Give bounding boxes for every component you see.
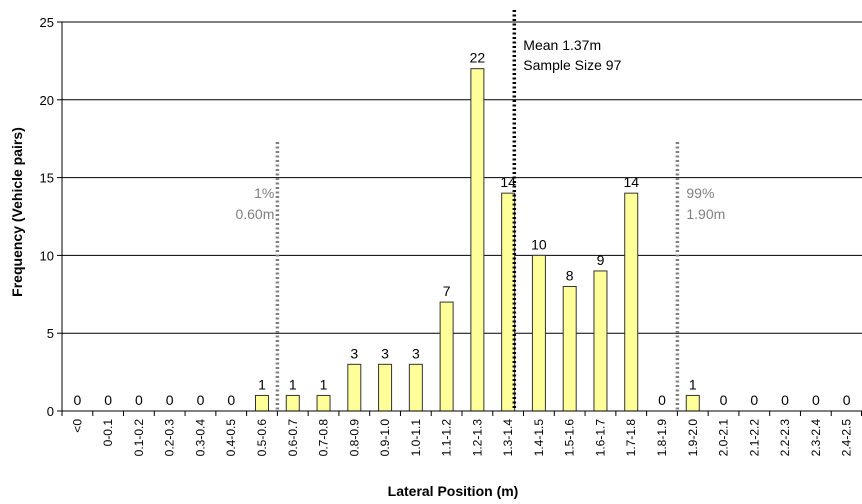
x-tick-label: 0.3-0.4 [193, 419, 207, 457]
x-tick-label: 1.1-1.2 [440, 419, 454, 457]
x-tick-label: 1.2-1.3 [470, 419, 484, 457]
x-tick-label: 2.2-2.3 [778, 419, 792, 457]
data-label: 0 [781, 392, 789, 408]
y-tick-label: 0 [47, 404, 54, 419]
x-tick-label: 0-0.1 [101, 419, 115, 447]
p99-annotation: 99% [686, 185, 714, 201]
x-tick-label: 1.7-1.8 [624, 419, 638, 457]
data-label: 0 [73, 392, 81, 408]
p1-annotation: 0.60m [235, 206, 274, 222]
x-tick-label: 1.6-1.7 [593, 419, 607, 457]
reference-lines: Mean 1.37m Sample Size 97 1% 0.60m 99% 1.90m [235, 10, 725, 411]
bar [408, 363, 423, 412]
data-label: 14 [500, 174, 516, 190]
data-label: 8 [566, 268, 574, 284]
y-tick-label: 20 [40, 93, 54, 108]
data-label: 0 [658, 392, 666, 408]
data-label: 3 [412, 345, 420, 361]
data-label: 0 [843, 392, 851, 408]
y-tick-labels: 0 5 10 15 20 25 [40, 15, 54, 419]
data-label: 7 [443, 283, 451, 299]
bar [439, 301, 454, 412]
mean-annotation: Mean 1.37m [523, 37, 601, 53]
data-label: 0 [720, 392, 728, 408]
data-label: 0 [750, 392, 758, 408]
data-label: 14 [623, 174, 639, 190]
data-label: 0 [197, 392, 205, 408]
x-tick-label: 1.4-1.5 [532, 419, 546, 457]
y-tick-label: 15 [40, 171, 54, 186]
x-tick-label: 1.8-1.9 [655, 419, 669, 457]
x-tick-label: 2.0-2.1 [717, 419, 731, 457]
gridlines [62, 21, 862, 334]
bar [470, 68, 485, 412]
x-tick-labels: <0 0-0.1 0.1-0.2 0.2-0.3 0.3-0.4 0.4-0.5 0.5-0… [70, 419, 853, 457]
bar [531, 254, 546, 412]
x-tick-label: 1.0-1.1 [409, 419, 423, 457]
p99-annotation: 1.90m [686, 206, 725, 222]
x-tick-label: <0 [70, 419, 84, 433]
data-label: 9 [597, 252, 605, 268]
x-tick-label: 0.5-0.6 [255, 419, 269, 457]
bar [593, 270, 608, 412]
x-tick-label: 0.2-0.3 [163, 419, 177, 457]
bar [316, 394, 331, 412]
bar [285, 394, 300, 412]
data-label: 22 [470, 50, 486, 66]
y-tick-label: 25 [40, 15, 54, 30]
x-axis-title: Lateral Position (m) [388, 483, 519, 499]
p1-annotation: 1% [254, 185, 274, 201]
data-label: 0 [227, 392, 235, 408]
data-label: 1 [289, 376, 297, 392]
bar [685, 394, 700, 412]
data-label: 0 [812, 392, 820, 408]
x-tick-label: 0.1-0.2 [132, 419, 146, 457]
bar [347, 363, 362, 412]
y-tick-label: 10 [40, 248, 54, 263]
data-label: 0 [135, 392, 143, 408]
x-tick-label: 0.6-0.7 [286, 419, 300, 457]
axes [57, 21, 862, 416]
y-tick-label: 5 [47, 326, 54, 341]
bar [378, 363, 393, 412]
data-label: 0 [104, 392, 112, 408]
data-label: 1 [689, 376, 697, 392]
x-tick-label: 1.3-1.4 [501, 419, 515, 457]
x-tick-label: 2.4-2.5 [840, 419, 854, 457]
bars [255, 68, 700, 412]
x-tick-label: 0.8-0.9 [347, 419, 361, 457]
data-label: 1 [258, 376, 266, 392]
data-label: 1 [320, 376, 328, 392]
data-label: 10 [531, 236, 547, 252]
x-tick-label: 0.9-1.0 [378, 419, 392, 457]
bar [501, 192, 516, 412]
data-label: 3 [381, 345, 389, 361]
x-tick-label: 0.4-0.5 [224, 419, 238, 457]
mean-annotation: Sample Size 97 [523, 57, 621, 73]
bar [255, 394, 269, 412]
y-axis-title: Frequency (Vehicle pairs) [9, 127, 25, 297]
x-tick-label: 0.7-0.8 [317, 419, 331, 457]
data-label: 0 [166, 392, 174, 408]
x-tick-label: 2.1-2.2 [747, 419, 761, 457]
bar [562, 286, 577, 412]
bar [624, 192, 639, 412]
x-tick-label: 2.3-2.4 [809, 419, 823, 457]
x-tick-label: 1.5-1.6 [563, 419, 577, 457]
data-label: 3 [350, 345, 358, 361]
x-tick-label: 1.9-2.0 [686, 419, 700, 457]
